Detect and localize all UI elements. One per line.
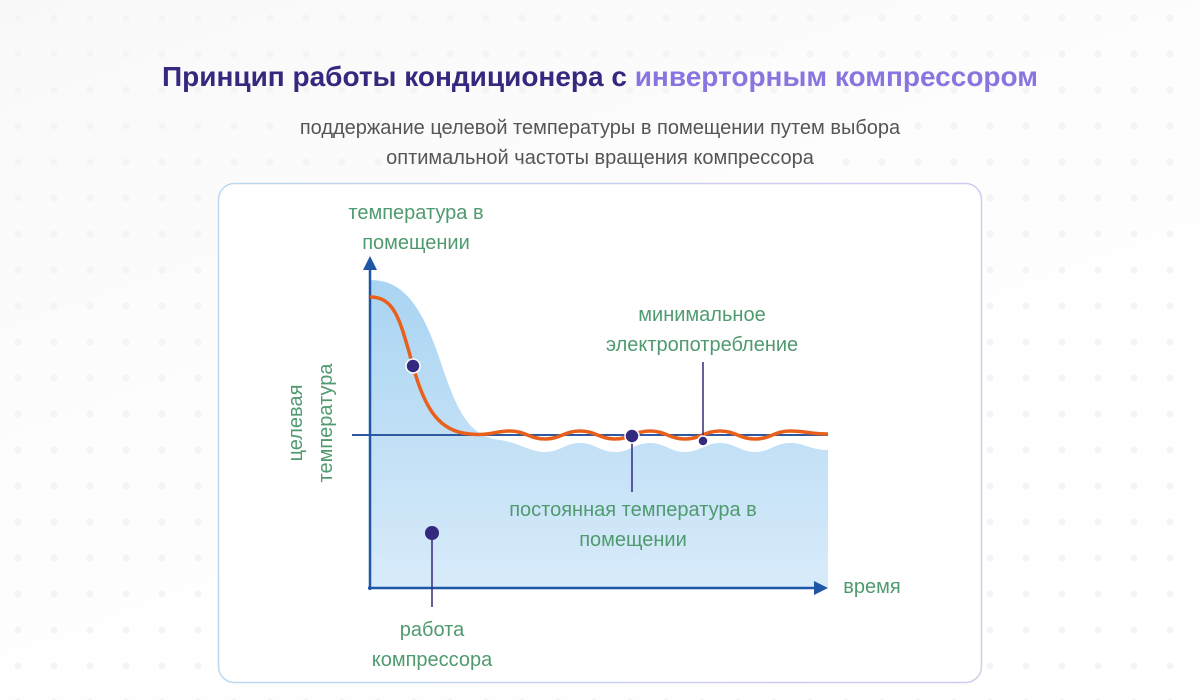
label: температура xyxy=(315,363,337,483)
label: постоянная температура в xyxy=(509,499,757,521)
marker xyxy=(697,435,709,447)
subtitle: оптимальной частоты вращения компрессора xyxy=(386,147,815,169)
label: компрессора xyxy=(372,649,493,671)
marker xyxy=(405,358,421,374)
title-accent: инверторным компрессором xyxy=(635,61,1038,92)
compressor-area xyxy=(370,280,828,588)
label: температура в xyxy=(348,202,483,224)
x-arrow xyxy=(814,581,828,595)
axis-label: время xyxy=(843,576,900,598)
marker xyxy=(624,428,640,444)
y-arrow xyxy=(363,256,377,270)
marker xyxy=(425,526,439,540)
label: помещении xyxy=(579,529,687,551)
title-part: Принцип работы кондиционера с xyxy=(162,61,635,92)
label: целевая xyxy=(285,385,307,462)
temperature-curve xyxy=(369,295,829,441)
label: помещении xyxy=(362,232,470,254)
label: работа xyxy=(400,619,465,641)
subtitle: поддержание целевой температуры в помеще… xyxy=(300,117,901,139)
label: электропотребление xyxy=(606,334,798,356)
label: минимальное xyxy=(638,304,765,326)
title: Принцип работы кондиционера с инверторны… xyxy=(162,61,1038,92)
